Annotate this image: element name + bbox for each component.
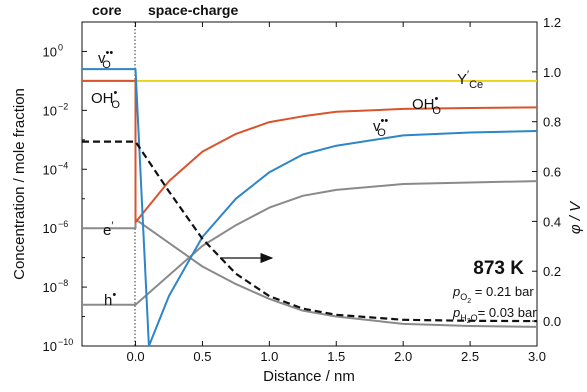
ph2o-label: pH2O= 0.03 bar	[452, 305, 537, 325]
y-right-tick-label: 0.4	[543, 214, 561, 229]
y-tick-exponent: −6	[58, 219, 68, 229]
y-right-tick-label: 1.2	[543, 15, 561, 30]
series-line-potential	[82, 140, 538, 323]
y-right-tick-label: 0.2	[543, 264, 561, 279]
y-tick-exponent: −10	[58, 337, 73, 347]
y-axis-title: Concentration / mole fraction	[11, 88, 28, 280]
y-tick-label: 10	[43, 103, 57, 118]
x-tick-label: 1.5	[327, 349, 345, 364]
y-tick-exponent: −2	[58, 101, 68, 111]
y-tick-label: 10	[43, 44, 57, 59]
label-vo-core: v•• O	[98, 47, 113, 71]
x-tick-label: 0.0	[126, 349, 144, 364]
space-charge-region-label: space-charge	[148, 2, 238, 18]
core-region-label: core	[92, 2, 122, 18]
y-tick-exponent: 0	[58, 42, 63, 52]
y-tick-exponent: −8	[58, 278, 68, 288]
y-tick-exponent: −4	[58, 160, 68, 170]
temperature-label: 873 K	[473, 258, 524, 279]
y-right-tick-label: 0.0	[543, 314, 561, 329]
y-axis-right-title: φ / V	[567, 200, 584, 234]
label-hole: h•	[104, 289, 116, 309]
x-tick-label: 1.0	[260, 349, 278, 364]
y-right-tick-label: 0.6	[543, 165, 561, 180]
label-electron: e′	[103, 220, 113, 239]
series-line-defect-1	[82, 79, 538, 224]
label-vo-bulk: v•• O	[373, 115, 388, 139]
label-oh-bulk: OH• O	[412, 93, 441, 117]
label-oh-core: OH• O	[91, 87, 120, 111]
x-axis-title: Distance / nm	[263, 368, 355, 385]
x-tick-label: 2.5	[461, 349, 479, 364]
y-tick-label: 10	[43, 280, 57, 295]
x-tick-label: 3.0	[528, 349, 546, 364]
series-line-defect-2	[82, 68, 538, 347]
series-line-defect-4	[82, 180, 538, 306]
plot-frame	[81, 21, 538, 347]
y-tick-label: 10	[43, 162, 57, 177]
y-tick-label: 10	[43, 339, 57, 354]
po2-label: pO2 = 0.21 bar	[452, 284, 534, 305]
x-tick-label: 0.5	[193, 349, 211, 364]
series-group	[82, 68, 538, 347]
y-right-tick-label: 1.0	[543, 65, 561, 80]
y-right-tick-label: 0.8	[543, 115, 561, 130]
x-tick-label: 2.0	[394, 349, 412, 364]
label-y-ce: Y′Ce	[457, 69, 483, 91]
y-tick-label: 10	[43, 221, 57, 236]
